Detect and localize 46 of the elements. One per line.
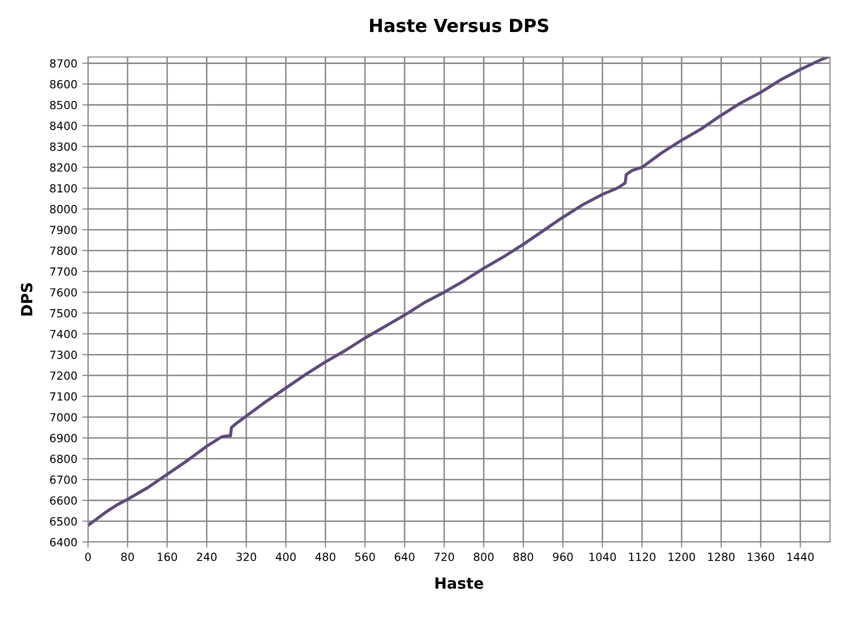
x-tick-label: 640: [394, 552, 414, 562]
y-tick-label: 7000: [50, 413, 77, 422]
y-tick-label: 6500: [50, 517, 77, 526]
y-tick-label: 6400: [50, 538, 77, 546]
y-tick-label: 8100: [50, 184, 77, 193]
y-tick-label: 7600: [50, 288, 77, 297]
y-tick-label: 8500: [50, 100, 77, 110]
x-tick-label: 1280: [708, 552, 735, 562]
x-tick-label: 880: [513, 552, 534, 562]
x-axis-title: Haste: [435, 578, 484, 589]
x-tick-label: 1360: [748, 552, 774, 562]
y-tick-label: 8200: [50, 163, 77, 172]
x-tick-label: 1120: [629, 552, 656, 562]
x-tick-label: 320: [236, 552, 256, 562]
y-tick-label: 8000: [50, 204, 77, 214]
x-tick-label: 560: [355, 552, 375, 562]
x-tick-label: 480: [315, 552, 336, 562]
y-tick-label: 6900: [50, 434, 77, 442]
y-tick-label: 7800: [50, 246, 77, 255]
x-tick-label: 1200: [668, 552, 695, 562]
y-tick-label: 6600: [50, 496, 77, 505]
x-tick-label: 160: [158, 552, 178, 562]
x-tick-label: 400: [276, 552, 296, 562]
x-tick-label: 240: [196, 552, 217, 562]
x-tick-label: 960: [552, 552, 573, 562]
y-tick-label: 8700: [50, 59, 77, 68]
x-tick-label: 720: [434, 552, 454, 562]
y-tick-label: 7300: [50, 350, 77, 360]
y-tick-label: 8400: [50, 122, 77, 130]
y-tick-label: 7900: [50, 226, 77, 234]
x-tick-label: 0: [85, 552, 91, 562]
x-tick-label: 80: [121, 552, 134, 562]
y-tick-label: 7500: [50, 309, 77, 318]
y-axis-title: DPS: [20, 283, 32, 316]
y-tick-label: 7700: [50, 267, 77, 276]
y-tick-label: 8600: [50, 80, 77, 88]
y-tick-label: 6700: [50, 476, 77, 484]
y-tick-label: 7200: [50, 371, 77, 380]
y-tick-label: 7400: [50, 330, 77, 338]
y-tick-label: 8300: [50, 142, 77, 151]
x-tick-label: 800: [474, 552, 494, 562]
y-tick-label: 7100: [50, 392, 77, 401]
y-tick-label: 6800: [50, 454, 77, 464]
chart-title: Haste Versus DPS: [370, 18, 548, 32]
x-tick-label: 1440: [787, 552, 814, 562]
x-tick-label: 1040: [590, 552, 616, 562]
